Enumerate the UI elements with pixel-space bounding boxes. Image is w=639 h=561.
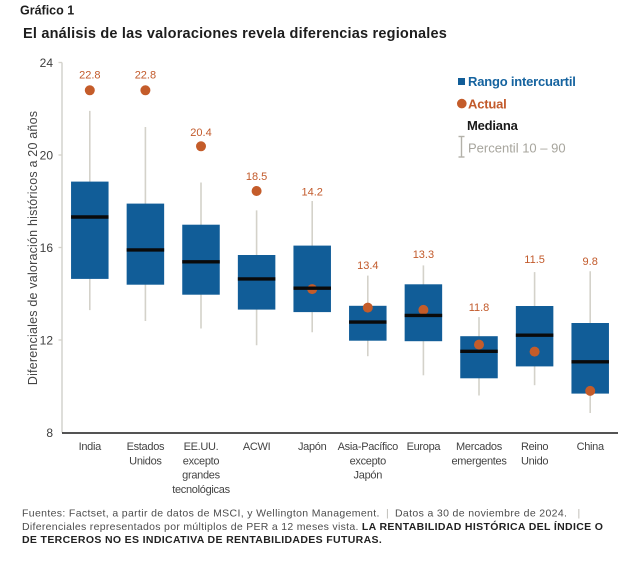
svg-text:Percentil 10 – 90: Percentil 10 – 90 (468, 141, 566, 156)
svg-text:EE.UU.: EE.UU. (184, 441, 219, 453)
svg-text:ACWI: ACWI (243, 441, 271, 453)
svg-text:Reino: Reino (521, 441, 548, 453)
svg-text:Gráfico 1: Gráfico 1 (20, 4, 74, 18)
svg-text:|: | (578, 508, 581, 520)
svg-text:China: China (577, 441, 605, 453)
svg-text:20: 20 (40, 148, 54, 162)
svg-text:24: 24 (40, 56, 54, 70)
svg-text:Estados: Estados (127, 441, 165, 453)
svg-text:Mediana: Mediana (467, 118, 519, 133)
svg-text:Japón: Japón (354, 470, 383, 482)
svg-text:16: 16 (40, 241, 54, 255)
svg-text:Rango intercuartil: Rango intercuartil (468, 74, 576, 89)
svg-text:Actual: Actual (468, 96, 507, 111)
svg-text:Diferenciales de valoración hi: Diferenciales de valoración históricos a… (26, 111, 40, 385)
svg-text:Fuentes: Factset, a partir de: Fuentes: Factset, a partir de datos de M… (22, 508, 380, 520)
svg-text:Diferenciales representados po: Diferenciales representados por múltiplo… (22, 520, 603, 533)
svg-text:grandes: grandes (182, 470, 220, 482)
svg-text:20.4: 20.4 (190, 127, 211, 139)
svg-text:22.8: 22.8 (79, 70, 100, 82)
svg-text:9.8: 9.8 (583, 256, 598, 268)
svg-text:excepto: excepto (350, 455, 387, 467)
svg-text:El análisis de las valoracione: El análisis de las valoraciones revela d… (23, 26, 447, 42)
svg-text:11.8: 11.8 (469, 302, 490, 314)
svg-text:22.8: 22.8 (135, 70, 156, 82)
svg-text:Unidos: Unidos (129, 455, 162, 467)
svg-text:excepto: excepto (183, 455, 220, 467)
svg-text:emergentes: emergentes (451, 455, 507, 467)
svg-text:Europa: Europa (407, 441, 442, 453)
svg-text:13.3: 13.3 (413, 249, 434, 261)
svg-text:DE TERCEROS NO ES INDICATIVA D: DE TERCEROS NO ES INDICATIVA DE RENTABIL… (22, 534, 382, 546)
svg-text:Asia-Pacífico: Asia-Pacífico (338, 441, 398, 453)
svg-text:Mercados: Mercados (456, 441, 503, 453)
svg-text:Japón: Japón (298, 441, 327, 453)
svg-text:12: 12 (40, 333, 54, 347)
svg-text:14.2: 14.2 (301, 187, 322, 199)
svg-text:11.5: 11.5 (524, 254, 545, 266)
svg-text:tecnológicas: tecnológicas (172, 484, 230, 496)
svg-text:Datos a 30 de noviembre de 202: Datos a 30 de noviembre de 2024. (395, 508, 567, 520)
svg-text:13.4: 13.4 (357, 260, 378, 272)
svg-text:Unido: Unido (521, 455, 548, 467)
svg-text:8: 8 (46, 426, 53, 440)
svg-text:18.5: 18.5 (246, 171, 267, 183)
svg-text:|: | (386, 508, 389, 520)
svg-text:India: India (79, 441, 103, 453)
